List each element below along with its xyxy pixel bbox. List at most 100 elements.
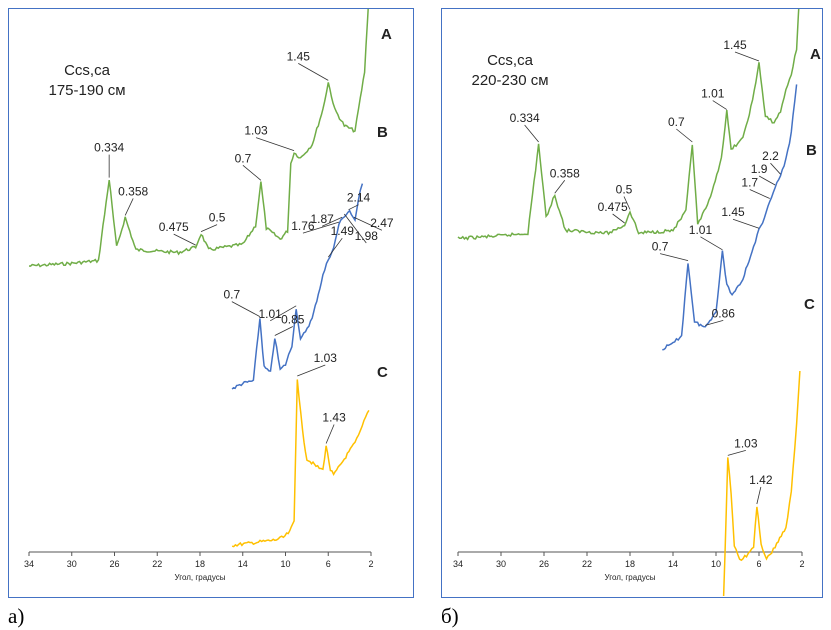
series-line-b	[662, 84, 798, 351]
x-tick-label: 34	[24, 559, 34, 569]
peak-leader-line	[297, 364, 326, 377]
peak-label: 0.7	[668, 115, 685, 129]
x-tick-label: 18	[625, 559, 635, 569]
peak-leader-line	[732, 218, 760, 229]
peak-label: 0.358	[118, 184, 148, 198]
caption-a: а)	[8, 604, 25, 628]
peak-leader-line	[269, 305, 297, 322]
peak-leader-line	[734, 51, 760, 62]
peak-leader-line	[200, 224, 218, 232]
chart-b-svg: Ccs,ca 220-230 см 34 30 26 22 18 14 10 6 2 Угол, гр…	[453, 9, 821, 596]
x-tick-label: 2	[799, 559, 804, 569]
peak-leader-line	[659, 253, 689, 261]
chart-subtitle-line: 175-190 см	[48, 82, 125, 99]
peak-label: 0.85	[281, 313, 305, 327]
x-tick-label: 30	[67, 559, 77, 569]
chart-a-svg: Ccs,ca 175-190 см 34 30 26 22 18 14 10 6 2 Угол, гр…	[24, 9, 394, 582]
peak-label: 1.01	[701, 87, 725, 101]
peak-label: 0.5	[616, 183, 633, 197]
series-label-a: A	[810, 46, 821, 63]
x-tick-label: 10	[711, 559, 721, 569]
peak-label: 1.87	[310, 212, 334, 226]
chart-subtitle-line: 220-230 см	[471, 72, 548, 89]
x-tick-label: 6	[326, 559, 331, 569]
peak-label: 0.7	[235, 151, 252, 165]
peak-label: 1.76	[291, 219, 315, 233]
peak-label: 0.86	[712, 306, 736, 320]
peak-leader-line	[327, 237, 343, 258]
series-label-a: A	[381, 26, 392, 43]
peak-label: 0.475	[159, 220, 189, 234]
peak-leader-line	[554, 180, 566, 194]
x-tick-label: 6	[756, 559, 761, 569]
peak-leader-line	[727, 450, 746, 456]
peak-label: 0.5	[209, 211, 226, 225]
x-tick-label: 18	[195, 559, 205, 569]
x-tick-label: 14	[238, 559, 248, 569]
series-line-a	[28, 9, 369, 268]
peak-label: 2.47	[370, 216, 394, 230]
peak-leader-line	[325, 424, 335, 444]
peak-leader-line	[770, 162, 781, 175]
peak-label: 0.358	[550, 166, 580, 180]
chart-panel-b: Ccs,ca 220-230 см 34 30 26 22 18 14 10 6 2 Угол, гр…	[441, 8, 823, 598]
peak-label: 2.2	[762, 149, 779, 163]
x-axis-title: Угол, градусы	[605, 573, 656, 582]
peak-label: 0.334	[510, 111, 540, 125]
x-axis-title: Угол, градусы	[175, 573, 226, 582]
peak-label: 0.334	[94, 141, 124, 155]
peak-leader-line	[524, 124, 539, 143]
chart-panel-a: Ccs,ca 175-190 см 34 30 26 22 18 14 10 6 2 Угол, гр…	[8, 8, 414, 598]
chart-subtitle-line: Ccs,ca	[64, 62, 111, 79]
series-line-c	[722, 370, 801, 596]
peak-label: 1.45	[721, 205, 745, 219]
peak-label: 1.42	[749, 473, 773, 487]
caption-b: б)	[441, 604, 459, 628]
peak-label: 0.7	[652, 240, 669, 254]
x-tick-label: 22	[152, 559, 162, 569]
peak-label: 1.03	[734, 436, 758, 450]
peak-leader-line	[231, 301, 261, 317]
x-tick-label: 34	[453, 559, 463, 569]
x-tick-label: 22	[582, 559, 592, 569]
peak-leader-line	[255, 137, 295, 151]
peak-leader-line	[274, 326, 293, 336]
peak-label: 1.01	[259, 307, 283, 321]
peak-leader-line	[321, 216, 343, 227]
peak-label: 1.03	[314, 351, 338, 365]
peak-label: 1.43	[322, 411, 346, 425]
peak-label: 1.9	[751, 162, 768, 176]
peak-label: 2.14	[347, 191, 371, 205]
peak-label: 1.49	[331, 224, 355, 238]
peak-label: 1.45	[287, 49, 311, 63]
series-label-b: B	[806, 142, 817, 159]
peak-leader-line	[173, 233, 196, 246]
x-tick-label: 26	[539, 559, 549, 569]
chart-subtitle-line: Ccs,ca	[487, 52, 534, 69]
series-label-b: B	[377, 124, 388, 141]
peak-leader-line	[343, 213, 367, 244]
peak-leader-line	[705, 320, 724, 326]
peak-leader-line	[298, 63, 329, 81]
series-line-b	[231, 183, 364, 390]
x-tick-label: 26	[109, 559, 119, 569]
series-line-a	[457, 9, 800, 241]
peak-leader-line	[749, 189, 770, 199]
peak-leader-line	[124, 198, 134, 216]
series-line-c	[231, 379, 370, 548]
peak-label: 0.475	[598, 200, 628, 214]
peak-label: 1.98	[355, 229, 379, 243]
peak-leader-line	[758, 175, 776, 186]
peak-label: 1.7	[741, 176, 758, 190]
peak-leader-line	[348, 204, 359, 211]
series-label-c: C	[804, 296, 815, 313]
peak-label: 1.03	[244, 124, 268, 138]
x-tick-label: 2	[368, 559, 373, 569]
peak-label: 1.01	[689, 223, 713, 237]
x-tick-label: 10	[280, 559, 290, 569]
x-tick-label: 30	[496, 559, 506, 569]
series-label-c: C	[377, 364, 388, 381]
peak-leader-line	[700, 236, 723, 251]
peak-leader-line	[353, 216, 383, 231]
peak-leader-line	[302, 221, 340, 234]
